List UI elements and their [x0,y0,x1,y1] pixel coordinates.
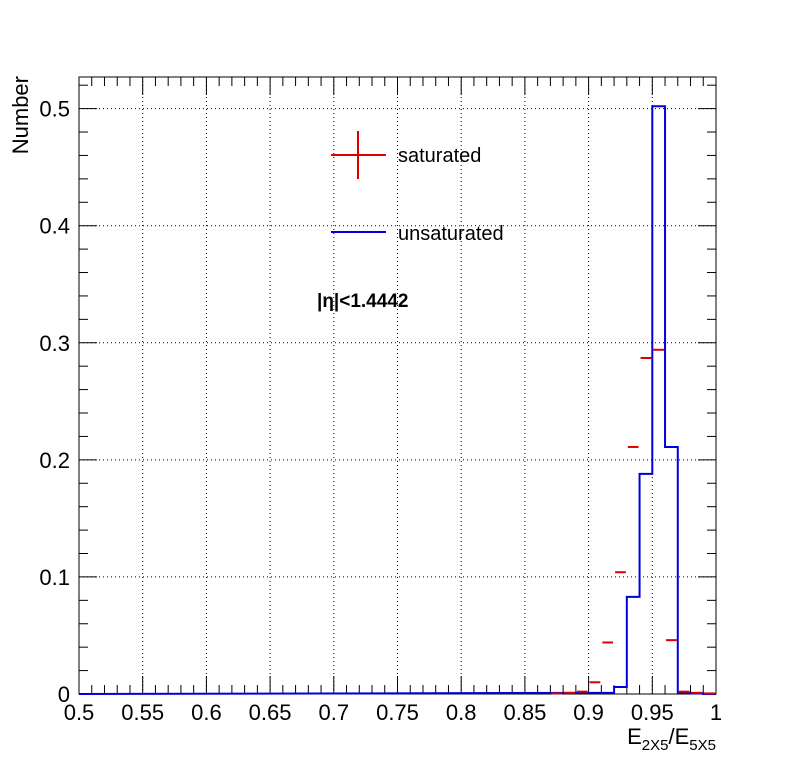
x-tick-label: 0.95 [631,700,674,725]
x-tick-label: 0.55 [121,700,164,725]
y-tick-label: 0.1 [39,565,70,590]
x-title-sep: / [668,724,675,749]
x-title-main: E [627,724,642,749]
legend-saturated-label: saturated [398,145,481,167]
x-tick-labels: 0.5 0.55 0.6 0.65 0.7 0.75 0.8 0.85 0.9 0.95 1 [64,700,722,725]
x-tick-label: 0.9 [573,700,604,725]
grid-lines [79,77,716,694]
x-tick-label: 0.85 [503,700,546,725]
eta-annotation: |η|<1.4442 [317,291,408,312]
x-title-sub2: 5X5 [689,737,716,754]
unsaturated-step-line [78,105,716,695]
y-tick-label: 0.5 [39,97,70,122]
y-tick-label: 0 [58,682,70,707]
x-tick-label: 0.7 [319,700,350,725]
x-tick-label: 0.6 [191,700,222,725]
x-tick-label: 1 [710,700,722,725]
x-tick-label: 0.75 [376,700,419,725]
series-saturated [551,348,715,695]
y-tick-label: 0.2 [39,448,70,473]
x-tick-label: 0.65 [249,700,292,725]
x-axis-title: E2X5/E5X5 [627,724,716,754]
y-tick-label: 0.4 [39,214,70,239]
legend-unsaturated-label: unsaturated [398,223,504,245]
legend: saturated unsaturated [331,131,504,245]
y-tick-labels: 0 0.1 0.2 0.3 0.4 0.5 [39,97,70,707]
series-unsaturated [78,105,716,695]
x-tick-label: 0.5 [64,700,95,725]
y-tick-label: 0.3 [39,331,70,356]
x-title-main2: E [675,724,690,749]
y-axis-title: Number [8,76,33,154]
x-title-sub1: 2X5 [642,737,669,754]
x-tick-label: 0.8 [446,700,477,725]
